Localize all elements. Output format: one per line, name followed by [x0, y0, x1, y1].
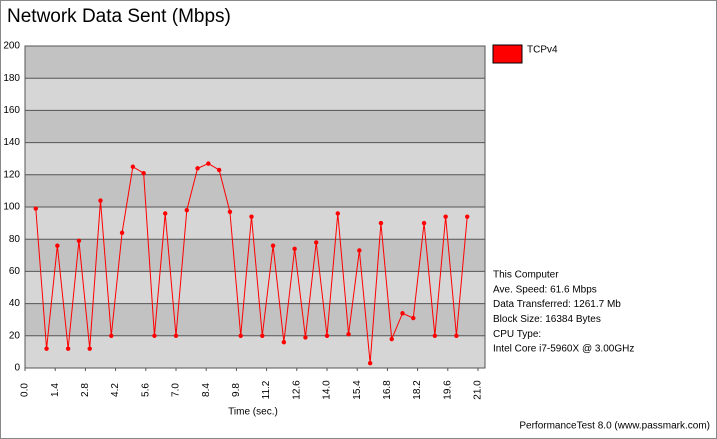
x-tick-label: 1.4 — [50, 383, 61, 397]
y-tick-label: 0 — [14, 363, 20, 374]
x-tick-label: 19.6 — [442, 380, 453, 400]
data-point — [389, 336, 394, 342]
data-point — [44, 346, 49, 351]
data-point — [465, 214, 470, 219]
data-point — [87, 346, 92, 351]
y-tick-label: 20 — [9, 330, 21, 341]
data-point — [195, 166, 200, 171]
info-line: CPU Type: — [493, 329, 541, 340]
plot-border — [24, 45, 486, 369]
y-tick-label: 100 — [3, 202, 20, 213]
data-point — [227, 209, 233, 215]
x-tick-label: 5.6 — [140, 383, 151, 397]
data-point — [281, 340, 287, 345]
x-tick-label: 21.0 — [473, 380, 484, 400]
data-point — [324, 333, 330, 338]
band — [25, 303, 485, 336]
data-point — [400, 311, 405, 316]
data-point — [65, 346, 71, 351]
x-tick-label: 14.0 — [322, 380, 333, 400]
x-tick-label: 18.2 — [412, 380, 423, 400]
data-point — [260, 333, 265, 338]
x-tick-label: 7.0 — [171, 383, 182, 397]
data-point — [346, 331, 351, 337]
data-point — [249, 214, 254, 219]
info-line: Data Transferred: 1261.7 Mb — [493, 299, 621, 310]
data-point — [443, 214, 448, 219]
y-tick-label: 180 — [3, 73, 20, 84]
x-tick-label: 12.6 — [291, 380, 302, 400]
x-tick-label: 8.4 — [201, 383, 212, 397]
footer: PerformanceTest 8.0 (www.passmark.com) — [519, 421, 710, 432]
data-point — [119, 230, 125, 235]
data-point — [238, 333, 243, 338]
y-tick-label: 160 — [3, 105, 20, 116]
data-point — [367, 360, 373, 366]
info-line: Block Size: 16384 Bytes — [493, 314, 601, 325]
data-point — [76, 238, 82, 244]
y-tick-label: 200 — [3, 41, 20, 52]
data-point — [163, 211, 168, 216]
y-tick-label: 120 — [3, 169, 20, 180]
x-tick-label: 2.8 — [80, 383, 91, 397]
data-point — [152, 333, 157, 338]
data-point — [454, 333, 459, 338]
data-point — [292, 246, 297, 252]
y-tick-label: 80 — [9, 234, 21, 245]
data-point — [33, 206, 38, 211]
x-tick-label: 15.4 — [352, 380, 363, 400]
band — [25, 46, 485, 79]
data-point — [109, 333, 114, 338]
y-tick-label: 40 — [9, 298, 21, 309]
data-point — [270, 243, 276, 248]
info-line: Intel Core i7-5960X @ 3.00GHz — [493, 344, 634, 355]
x-tick-label: 0.0 — [20, 383, 31, 397]
info-line: This Computer — [493, 270, 559, 281]
data-point — [216, 167, 222, 173]
data-point — [411, 315, 416, 321]
x-tick-label: 9.8 — [231, 383, 242, 397]
x-tick-label: 16.8 — [382, 380, 393, 400]
info-line: Ave. Speed: 61.6 Mbps — [493, 284, 597, 295]
data-point — [55, 243, 60, 248]
y-tick-label: 60 — [9, 266, 21, 277]
data-point — [314, 240, 319, 245]
data-point — [173, 333, 179, 338]
x-tick-label: 11.2 — [261, 380, 272, 399]
band — [25, 174, 485, 207]
data-point — [184, 208, 189, 213]
data-point — [98, 198, 103, 203]
data-point — [141, 170, 146, 176]
data-point — [335, 211, 340, 216]
x-axis-label: Time (sec.) — [228, 407, 278, 418]
data-point — [357, 248, 362, 253]
data-point — [303, 335, 308, 340]
data-point — [206, 161, 211, 166]
legend-label: TCPv4 — [527, 45, 558, 56]
legend-swatch — [492, 44, 523, 64]
data-point — [130, 164, 136, 169]
data-point — [421, 220, 427, 226]
data-point — [378, 220, 384, 226]
y-tick-label: 140 — [3, 137, 20, 148]
chart-title: Network Data Sent (Mbps) — [7, 6, 231, 27]
band — [25, 110, 485, 143]
x-tick-label: 4.2 — [110, 383, 121, 397]
data-point — [432, 333, 438, 338]
